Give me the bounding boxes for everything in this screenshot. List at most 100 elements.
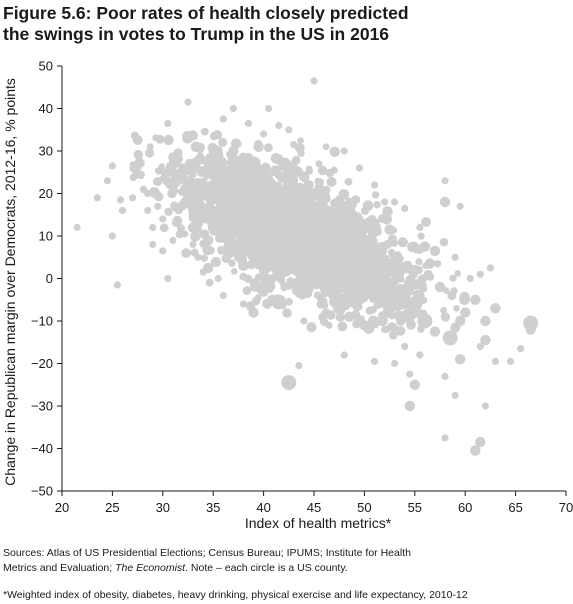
county-point <box>353 213 364 224</box>
county-point <box>330 166 338 174</box>
county-point <box>525 324 536 335</box>
county-point <box>454 270 462 277</box>
county-point <box>401 342 409 351</box>
county-point <box>341 285 349 293</box>
county-point <box>263 255 271 264</box>
county-point <box>364 218 375 229</box>
county-point <box>381 325 389 334</box>
county-point <box>455 315 466 327</box>
county-point <box>294 143 305 153</box>
y-tick-label: 30 <box>39 144 53 159</box>
county-point <box>223 247 234 259</box>
county-point <box>276 198 292 214</box>
county-point <box>268 244 278 255</box>
county-point <box>323 286 331 293</box>
county-point <box>282 308 292 318</box>
county-point <box>250 157 261 168</box>
county-point <box>364 241 375 252</box>
county-point <box>456 202 464 210</box>
county-point <box>108 232 116 240</box>
county-point <box>370 357 379 365</box>
county-point <box>250 281 261 292</box>
county-point <box>404 266 412 274</box>
county-point <box>144 206 152 215</box>
county-point <box>407 243 414 250</box>
county-point <box>317 165 328 176</box>
county-point <box>228 228 238 238</box>
county-point <box>351 239 359 247</box>
county-point <box>403 278 412 288</box>
county-point <box>449 274 457 282</box>
county-point <box>242 205 253 216</box>
county-point <box>260 130 268 138</box>
x-tick-label: 65 <box>508 500 522 515</box>
county-point <box>406 370 414 378</box>
county-point <box>210 256 222 268</box>
county-point <box>196 166 206 176</box>
y-tick-label: 20 <box>39 186 53 201</box>
county-point <box>375 258 384 267</box>
county-point <box>356 258 372 274</box>
county-point <box>359 320 370 331</box>
x-tick-label: 70 <box>559 500 573 515</box>
county-point <box>261 263 272 274</box>
county-point <box>187 222 199 233</box>
county-point <box>326 310 336 320</box>
county-point <box>239 300 247 308</box>
county-point <box>371 191 380 199</box>
county-point <box>164 119 172 127</box>
county-point <box>340 216 349 225</box>
county-point <box>334 269 345 281</box>
county-point <box>419 241 431 252</box>
county-point <box>391 198 399 206</box>
county-point <box>295 362 303 370</box>
county-point <box>260 237 269 246</box>
county-point <box>159 215 167 223</box>
y-axis-ticks: 50 40 30 20 10 0 −10 −20 −30 −40 −50 <box>31 59 62 499</box>
county-point <box>417 313 433 329</box>
county-point <box>200 254 208 262</box>
county-point <box>362 200 374 211</box>
county-point <box>190 231 201 242</box>
county-point <box>416 351 424 359</box>
county-point <box>326 176 337 187</box>
x-tick-label: 60 <box>458 500 472 515</box>
county-point <box>219 115 227 123</box>
county-point <box>235 181 251 197</box>
county-point <box>250 203 261 214</box>
county-point <box>273 154 284 165</box>
county-point <box>323 247 335 259</box>
county-point <box>426 273 435 281</box>
y-tick-label: −50 <box>31 484 53 499</box>
county-point <box>188 208 200 219</box>
county-point <box>382 206 393 217</box>
sources-line-2: Metrics and Evaluation; The Economist. N… <box>3 561 563 576</box>
county-point <box>253 141 264 152</box>
county-point <box>357 243 366 252</box>
county-point <box>103 177 111 185</box>
county-point <box>283 165 294 177</box>
county-point <box>342 301 351 311</box>
county-point <box>149 187 160 198</box>
county-point <box>246 250 256 260</box>
county-point <box>202 244 213 256</box>
county-point <box>134 164 142 172</box>
county-point <box>239 272 248 281</box>
county-point <box>394 286 405 297</box>
county-point <box>459 294 470 305</box>
county-point <box>194 253 202 261</box>
county-point <box>189 164 198 173</box>
x-tick-label: 25 <box>105 500 119 515</box>
x-tick-label: 30 <box>156 500 170 515</box>
county-point <box>475 436 486 448</box>
sources-publication: The Economist <box>115 562 186 574</box>
county-point <box>440 312 451 322</box>
county-point <box>248 307 259 318</box>
county-point <box>270 165 282 177</box>
county-point <box>295 269 305 280</box>
county-point <box>218 137 228 147</box>
county-point <box>275 121 283 130</box>
county-point <box>93 194 101 202</box>
county-point <box>214 274 222 283</box>
